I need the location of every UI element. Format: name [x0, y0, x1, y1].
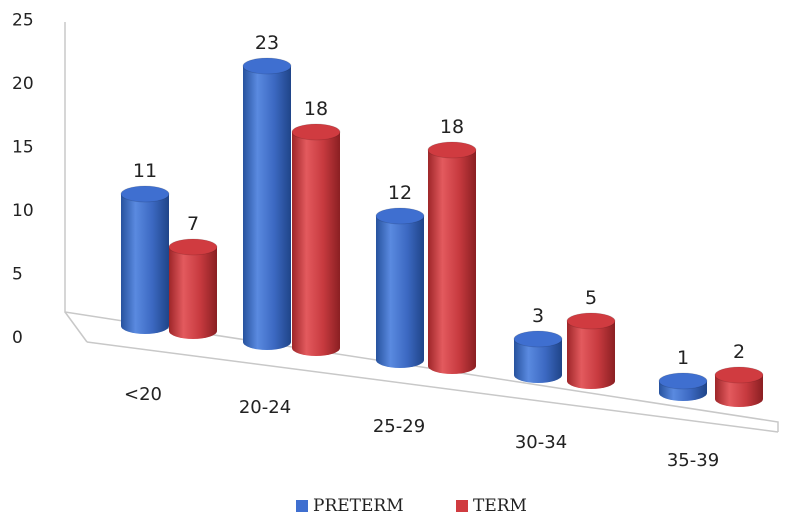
bar-preterm-0	[120, 185, 170, 334]
data-label-term-4: 2	[733, 341, 745, 363]
data-label-preterm-1: 23	[255, 32, 279, 54]
x-tick-label-2: 25-29	[373, 416, 425, 437]
data-label-preterm-2: 12	[388, 182, 412, 204]
bar-preterm-2	[375, 207, 425, 368]
bars	[120, 57, 764, 407]
y-tick-label-25: 25	[12, 11, 34, 31]
bar-top-cap	[120, 185, 170, 203]
bar-top-cap	[291, 123, 341, 141]
bar-term-2	[427, 141, 477, 374]
bar-top-cap	[168, 238, 218, 256]
data-label-term-3: 5	[585, 287, 597, 309]
bar-body	[121, 194, 169, 334]
bar-term-0	[168, 238, 218, 339]
bar-term-4	[714, 366, 764, 407]
data-label-preterm-3: 3	[532, 305, 544, 327]
bar-term-3	[566, 312, 616, 389]
y-tick-label-0: 0	[12, 328, 23, 348]
legend-swatch-preterm	[296, 500, 308, 512]
bar-top-cap	[427, 141, 477, 159]
bar-top-cap	[658, 372, 708, 390]
bar-body	[376, 216, 424, 368]
legend-label-preterm: PRETERM	[313, 496, 404, 516]
data-label-term-0: 7	[187, 213, 199, 235]
bar-preterm-3	[513, 330, 563, 383]
bar-top-cap	[566, 312, 616, 330]
x-tick-label-1: 20-24	[239, 397, 291, 418]
data-label-term-1: 18	[304, 98, 328, 120]
data-label-preterm-4: 1	[677, 347, 689, 369]
data-label-term-2: 18	[440, 116, 464, 138]
bar-term-1	[291, 123, 341, 356]
legend-label-term: TERM	[473, 496, 527, 516]
floor-front-edge	[64, 311, 88, 343]
bar-top-cap	[513, 330, 563, 348]
bar-preterm-4	[658, 372, 708, 401]
bar-body	[567, 321, 615, 389]
floor-left-edge	[86, 341, 779, 433]
bar-body	[169, 247, 217, 339]
x-tick-label-0: <20	[124, 384, 162, 405]
y-tick-label-15: 15	[12, 138, 34, 158]
x-tick-label-3: 30-34	[515, 432, 567, 453]
bar-body	[514, 339, 562, 383]
bar-top-cap	[375, 207, 425, 225]
x-tick-label-4: 35-39	[667, 450, 719, 471]
data-label-preterm-0: 11	[133, 160, 157, 182]
bar-top-cap	[714, 366, 764, 384]
back-wall-edge	[64, 22, 779, 432]
y-axis-ticks: 0 5 10 15 20 25	[12, 11, 34, 349]
bar-preterm-1	[242, 57, 292, 350]
bar-body	[715, 375, 763, 407]
y-tick-label-5: 5	[12, 265, 23, 285]
x-axis-labels: <20 20-24 25-29 30-34 35-39	[124, 384, 719, 471]
legend: PRETERM TERM	[296, 496, 527, 516]
y-tick-label-20: 20	[12, 74, 34, 94]
legend-swatch-term	[456, 500, 468, 512]
bar-top-cap	[242, 57, 292, 75]
bar-body	[292, 132, 340, 356]
bar-body	[243, 66, 291, 350]
y-tick-label-10: 10	[12, 201, 34, 221]
chart-frame	[64, 22, 779, 433]
bar-body	[428, 150, 476, 374]
